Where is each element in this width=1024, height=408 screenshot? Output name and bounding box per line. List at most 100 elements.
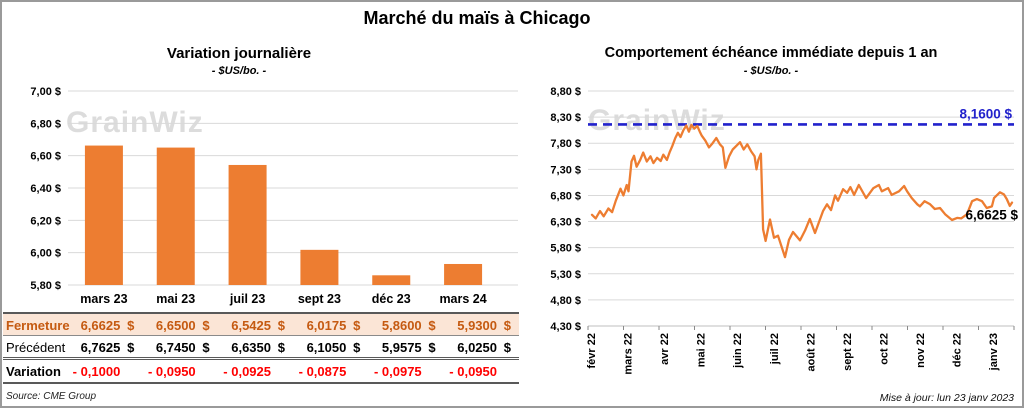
y-tick-label: 4,30 $ xyxy=(550,321,581,333)
cell-currency xyxy=(271,360,285,383)
table-cell: - 0,1000 xyxy=(67,360,142,383)
bar xyxy=(372,275,411,285)
x-tick-label: févr 22 xyxy=(586,333,598,368)
cell-value: 5,9575 xyxy=(381,340,422,355)
y-tick-label: 5,80 $ xyxy=(550,243,581,255)
cell-currency: $ xyxy=(277,318,285,333)
page-title: Marché du maïs à Chicago xyxy=(363,8,591,28)
bar xyxy=(300,249,339,285)
x-tick-label: sept 23 xyxy=(298,292,341,306)
cell-currency xyxy=(196,360,210,383)
line-chart-subtitle: - $US/bo. - xyxy=(743,65,799,77)
cell-currency: $ xyxy=(127,340,135,355)
table-cell: 6,6500 $ xyxy=(142,314,217,337)
y-tick-label: 7,80 $ xyxy=(550,138,581,150)
cell-value: 5,9300 xyxy=(457,318,497,333)
x-tick-label: mars 22 xyxy=(623,333,635,375)
bar xyxy=(156,147,195,285)
x-tick-label: janv 23 xyxy=(988,333,1000,371)
table-cell: - 0,0975 xyxy=(368,360,443,383)
table-cell: - 0,0875 xyxy=(293,360,368,383)
y-tick-label: 7,30 $ xyxy=(550,164,581,176)
y-tick-label: 6,60 $ xyxy=(30,151,61,163)
table-cell: - 0,0925 xyxy=(218,360,293,383)
table-cell: 6,7625 $ xyxy=(67,336,142,359)
x-tick-label: mars 24 xyxy=(439,292,486,306)
reference-line-label: 8,1600 $ xyxy=(959,106,1012,121)
table-row-variation: Variation - 0,1000 - 0,0950 - 0,0925 - 0,087… xyxy=(3,360,519,384)
table-cell: 6,6350 $ xyxy=(218,336,293,359)
row-label: Précédent xyxy=(6,340,66,355)
bar xyxy=(228,164,267,285)
update-note: Mise à jour: lun 23 janv 2023 xyxy=(879,392,1014,404)
cell-value: 6,0175 xyxy=(306,318,347,333)
x-tick-label: août 22 xyxy=(805,333,817,372)
x-tick-label: déc 23 xyxy=(372,292,411,306)
table-cell: 5,8600 $ xyxy=(368,314,443,337)
table-cell: - 0,0950 xyxy=(444,360,519,383)
bar-chart-title: Variation journalière xyxy=(166,45,312,62)
cell-currency: $ xyxy=(428,318,436,333)
x-tick-label: déc 22 xyxy=(952,333,964,367)
table-row-fermeture: Fermeture 6,6625 $6,6500 $6,5425 $6,0175 $5,8… xyxy=(3,312,519,336)
y-tick-label: 6,00 $ xyxy=(30,248,61,260)
y-tick-label: 6,30 $ xyxy=(550,217,581,229)
bar-chart-subtitle: - $US/bo. - xyxy=(211,65,267,77)
quotes-table: Fermeture 6,6625 $6,6500 $6,5425 $6,0175 $5,8… xyxy=(3,312,519,384)
cell-currency: $ xyxy=(353,340,361,355)
y-tick-label: 5,80 $ xyxy=(30,280,61,292)
x-tick-label: mai 22 xyxy=(696,333,708,367)
table-cell: 6,6625 $ xyxy=(67,314,142,337)
grainwiz-watermark: GrainWiz xyxy=(588,104,726,137)
cell-value: - 0,1000 xyxy=(72,364,121,379)
source-note: Source: CME Group xyxy=(6,391,97,402)
cell-currency: $ xyxy=(503,318,511,333)
cell-currency xyxy=(120,360,134,383)
cell-currency: $ xyxy=(277,340,285,355)
table-cell: - 0,0950 xyxy=(142,360,217,383)
row-label: Variation xyxy=(6,364,61,379)
table-cell: 5,9300 $ xyxy=(444,314,519,337)
table-row-precedent: Précédent 6,7625 $6,7450 $6,6350 $6,1050 $5,9… xyxy=(3,336,519,360)
cell-currency: $ xyxy=(202,340,210,355)
row-label: Fermeture xyxy=(6,318,70,333)
cell-value: 6,5425 xyxy=(231,318,271,333)
y-tick-label: 6,20 $ xyxy=(30,215,61,227)
x-tick-label: juil 23 xyxy=(229,292,265,306)
cell-currency: $ xyxy=(353,318,361,333)
cell-value: 6,0250 xyxy=(457,340,497,355)
cell-currency xyxy=(346,360,360,383)
y-tick-label: 6,80 $ xyxy=(550,190,581,202)
y-tick-label: 5,30 $ xyxy=(550,269,581,281)
last-value-label: 6,6625 $ xyxy=(965,208,1018,223)
cell-value: - 0,0975 xyxy=(373,364,422,379)
y-tick-label: 6,40 $ xyxy=(30,183,61,195)
y-tick-label: 8,80 $ xyxy=(550,86,581,98)
bar xyxy=(84,145,123,285)
cell-value: 6,6350 xyxy=(231,340,271,355)
cell-value: 6,6500 xyxy=(155,318,196,333)
y-tick-label: 8,30 $ xyxy=(550,112,581,124)
cell-currency xyxy=(422,360,436,383)
x-tick-label: juin 22 xyxy=(732,333,744,369)
cell-value: - 0,0875 xyxy=(298,364,347,379)
table-cell: 6,7450 $ xyxy=(142,336,217,359)
cell-currency xyxy=(497,360,511,383)
cell-currency: $ xyxy=(428,340,436,355)
x-tick-label: sept 22 xyxy=(842,333,854,371)
cell-value: 6,6625 xyxy=(80,318,121,333)
cell-value: 6,1050 xyxy=(306,340,347,355)
cell-value: - 0,0950 xyxy=(449,364,497,379)
x-tick-label: juil 22 xyxy=(769,333,781,365)
x-tick-label: avr 22 xyxy=(659,333,671,365)
cell-value: 6,7625 xyxy=(80,340,121,355)
cell-currency: $ xyxy=(503,340,511,355)
x-tick-label: nov 22 xyxy=(915,333,927,368)
y-tick-label: 7,00 $ xyxy=(30,86,61,98)
table-cell: 6,1050 $ xyxy=(293,336,368,359)
cell-value: - 0,0950 xyxy=(147,364,196,379)
bar xyxy=(444,263,483,285)
x-tick-label: oct 22 xyxy=(878,333,890,365)
cell-value: 6,7450 xyxy=(155,340,196,355)
cell-value: - 0,0925 xyxy=(223,364,271,379)
